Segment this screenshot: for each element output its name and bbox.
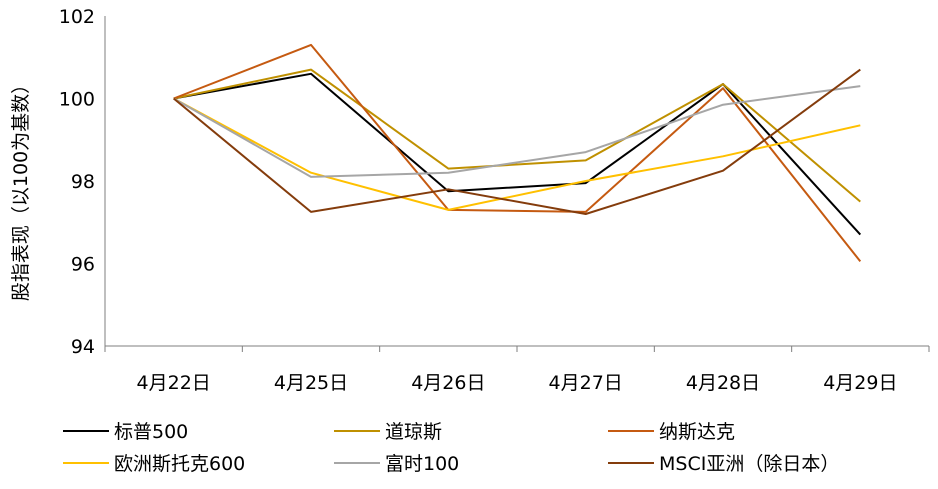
x-tick-label: 4月26日 bbox=[411, 372, 485, 394]
series-line bbox=[173, 85, 861, 178]
series-line bbox=[173, 43, 862, 263]
legend-entry: 纳斯达克 bbox=[608, 421, 735, 443]
y-tick-label: 94 bbox=[71, 336, 95, 358]
y-axis-label: 股指表现（以100为基数） bbox=[10, 75, 32, 301]
y-tick-labels: 94 96 98 100 102 bbox=[59, 6, 95, 358]
legend-label: 纳斯达克 bbox=[659, 421, 735, 443]
legend-label: 富时100 bbox=[385, 453, 459, 475]
legend-entry: 标普500 bbox=[63, 421, 188, 443]
legend-entry: MSCI亚洲（除日本） bbox=[608, 453, 839, 475]
y-tick-label: 102 bbox=[59, 6, 95, 28]
series-line bbox=[173, 72, 862, 236]
legend-label: 道琼斯 bbox=[385, 421, 442, 443]
legend-entry: 富时100 bbox=[334, 453, 459, 475]
x-tick-label: 4月27日 bbox=[549, 372, 623, 394]
y-tick-label: 98 bbox=[71, 171, 95, 193]
y-tick-label: 96 bbox=[71, 254, 95, 276]
series-line bbox=[173, 97, 861, 211]
y-tick-label: 100 bbox=[59, 89, 95, 111]
legend-label: 标普500 bbox=[114, 421, 188, 443]
x-tick-labels: 4月22日 4月25日 4月26日 4月27日 4月28日 4月29日 bbox=[137, 372, 898, 394]
legend-entry: 道琼斯 bbox=[334, 421, 442, 443]
x-tick-label: 4月29日 bbox=[823, 372, 897, 394]
series-line bbox=[173, 68, 861, 215]
series-line bbox=[173, 68, 861, 203]
x-tick-label: 4月28日 bbox=[686, 372, 760, 394]
x-tick-label: 4月22日 bbox=[137, 372, 211, 394]
series-lines bbox=[173, 43, 862, 263]
x-tick-label: 4月25日 bbox=[274, 372, 348, 394]
legend-label: MSCI亚洲（除日本） bbox=[659, 453, 839, 475]
legend-label: 欧洲斯托克600 bbox=[114, 453, 245, 475]
axes bbox=[104, 16, 930, 352]
legend-entry: 欧洲斯托克600 bbox=[63, 453, 245, 475]
